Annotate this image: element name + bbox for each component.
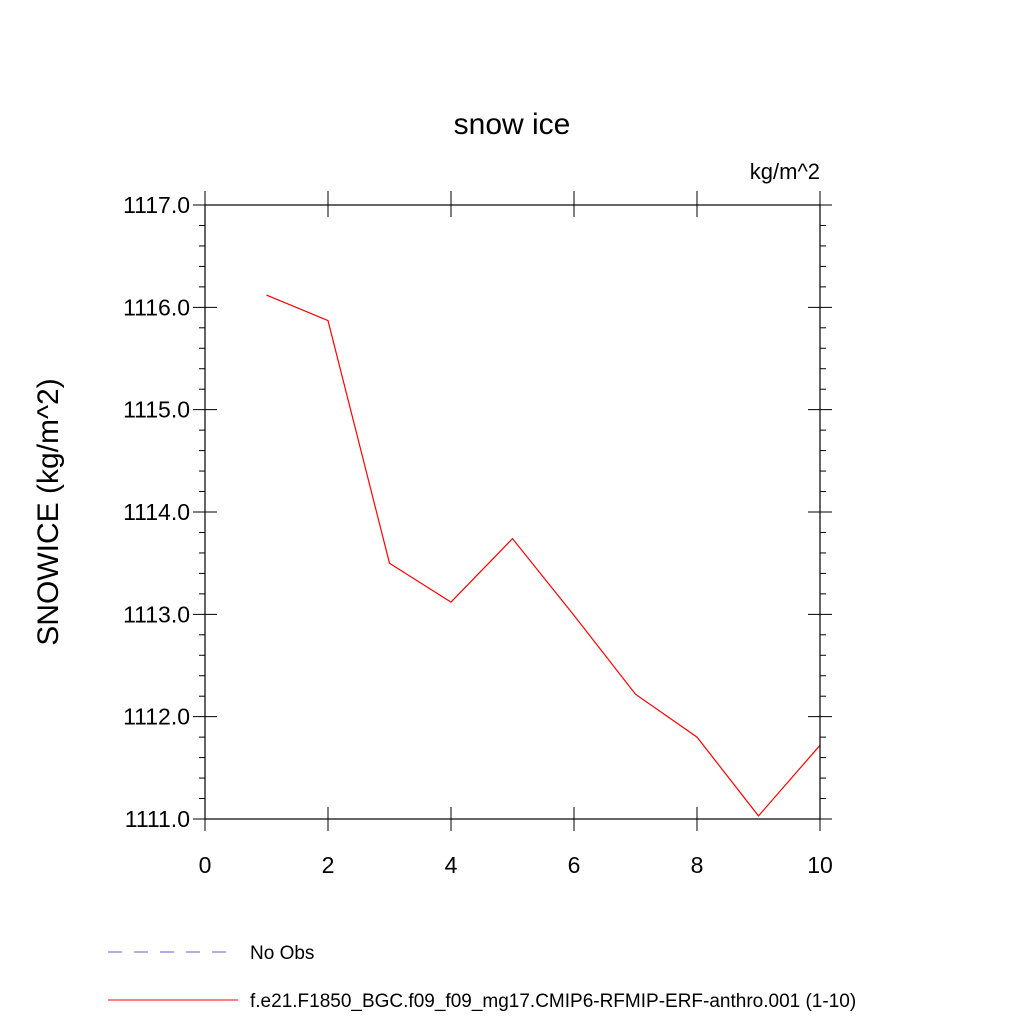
- x-tick-label: 4: [445, 852, 458, 878]
- chart-title: snow ice: [454, 108, 571, 141]
- series-line: [266, 294, 821, 817]
- y-tick-label: 1115.0: [123, 397, 190, 423]
- x-tick-label: 8: [691, 852, 704, 878]
- y-axis-label: SNOWICE (kg/m^2): [32, 378, 65, 645]
- x-tick-label: 0: [199, 852, 212, 878]
- y-tick-label: 1113.0: [123, 601, 190, 627]
- y-tick-label: 1117.0: [123, 192, 190, 218]
- legend-label: No Obs: [250, 943, 314, 964]
- legend-label: f.e21.F1850_BGC.f09_f09_mg17.CMIP6-RFMIP…: [250, 991, 856, 1012]
- y-tick-label: 1114.0: [123, 499, 190, 525]
- axis-ticks: 1111.0 1112.0 1113.0 1114.0 1115.0 1116.0 1117…: [123, 191, 833, 878]
- plot-frame: [204, 204, 821, 820]
- y-tick-label: 1116.0: [123, 294, 190, 320]
- series-layer: [266, 294, 821, 817]
- x-tick-label: 6: [568, 852, 581, 878]
- legend: No Obs f.e21.F1850_BGC.f09_f09_mg17.CMIP6…: [108, 943, 856, 1012]
- x-tick-label: 10: [807, 852, 833, 878]
- y-tick-label: 1112.0: [123, 704, 190, 730]
- units-label: kg/m^2: [750, 159, 820, 184]
- y-tick-label: 1111.0: [125, 806, 190, 832]
- x-tick-label: 2: [322, 852, 335, 878]
